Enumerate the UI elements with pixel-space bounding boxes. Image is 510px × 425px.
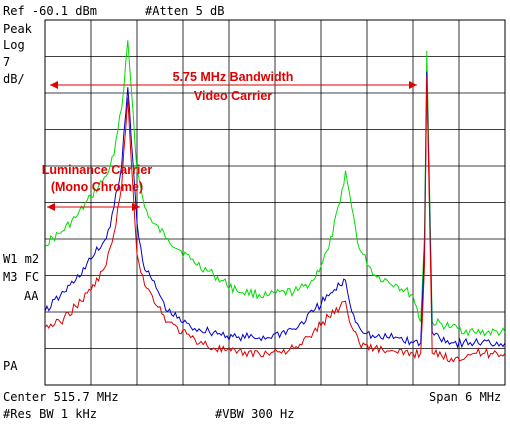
video-bandwidth: #VBW 300 Hz [215, 407, 295, 421]
trace-w1-label: W1 m2 [3, 252, 40, 266]
pa-label: PA [3, 359, 18, 373]
trace-series-1 [44, 40, 506, 337]
annotations: 5.75 MHz Bandwidth Video Carrier Luminan… [42, 70, 417, 211]
aa-label: AA [24, 289, 39, 303]
span: Span 6 MHz [429, 390, 502, 404]
bandwidth-arrow-head-right [409, 81, 417, 89]
trace-series-3 [44, 76, 506, 363]
luminance-label-line1: Luminance Carrier [42, 163, 153, 177]
center-frequency: Center 515.7 MHz [3, 390, 119, 404]
detector-mode: Peak [3, 22, 32, 36]
luminance-arrow-head-right [132, 203, 140, 211]
trace-m3-label: M3 FC [3, 270, 40, 284]
bandwidth-label-line2: Video Carrier [194, 89, 272, 103]
attenuation: #Atten 5 dB [145, 4, 225, 18]
plot-grid [44, 19, 506, 386]
trace-series-2 [44, 71, 506, 349]
luminance-arrow-head-left [47, 203, 55, 211]
luminance-label-line2: (Mono Chrome) [51, 180, 143, 194]
bandwidth-arrow-head-left [50, 81, 58, 89]
scale-per-div-value: 7 [3, 55, 11, 69]
resolution-bandwidth: #Res BW 1 kHz [3, 407, 97, 421]
scale-type: Log [3, 38, 25, 52]
reference-level: Ref -60.1 dBm [3, 4, 97, 18]
scale-per-div-unit: dB/ [3, 72, 25, 86]
traces [44, 40, 506, 363]
bandwidth-label-line1: 5.75 MHz Bandwidth [173, 70, 294, 84]
